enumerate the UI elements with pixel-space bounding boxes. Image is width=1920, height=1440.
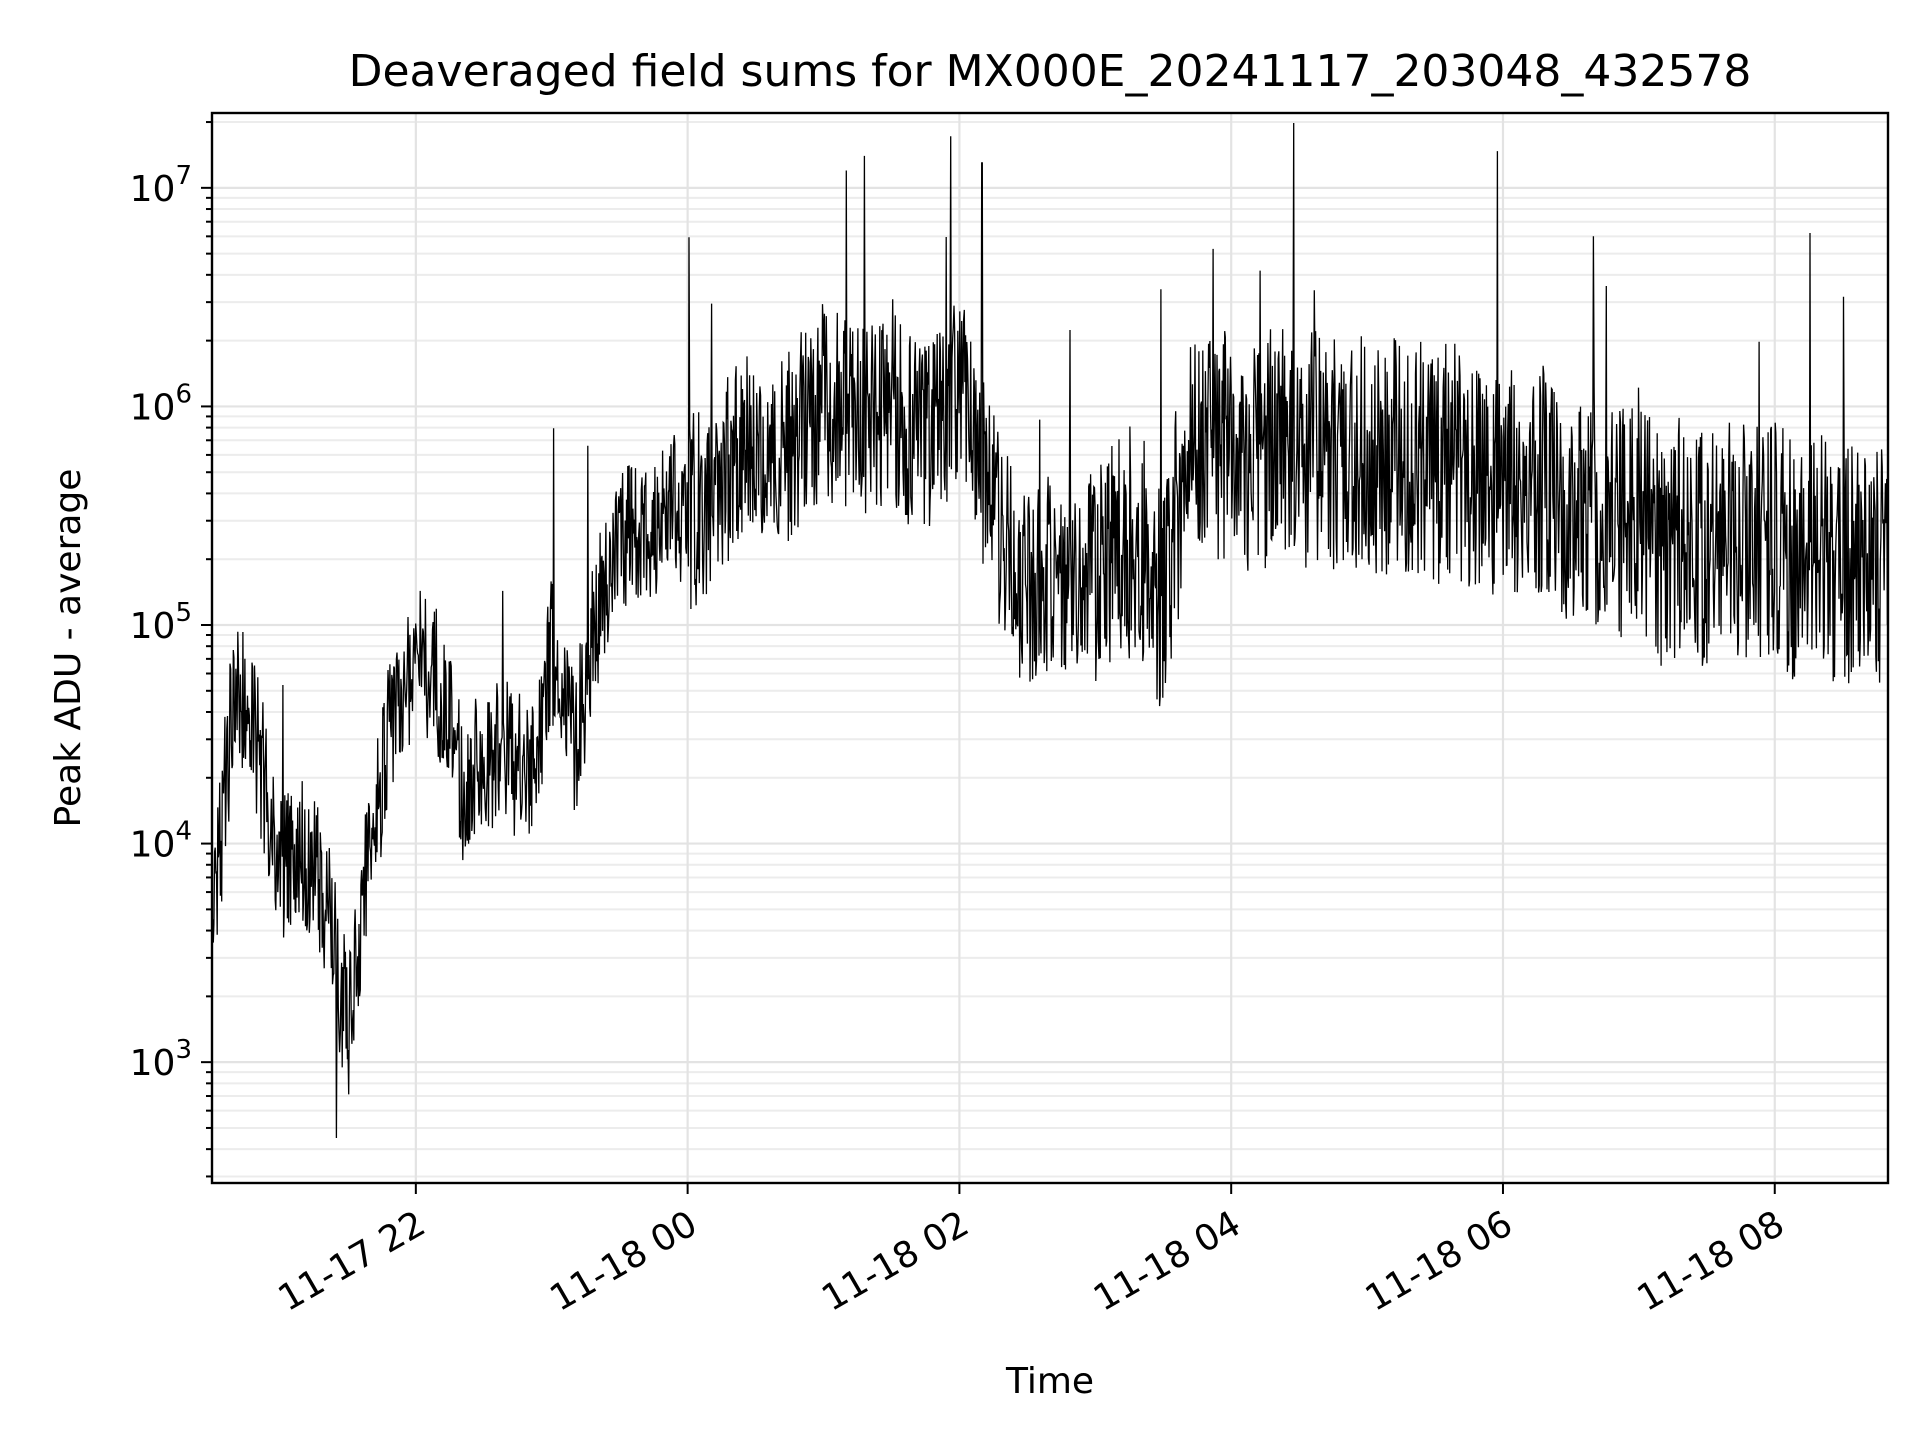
plot-frame	[210, 111, 1890, 1185]
x-tick-label: 11-18 08	[1631, 1203, 1792, 1319]
x-tick-label: 11-17 22	[272, 1203, 433, 1319]
x-tick-label: 11-18 04	[1087, 1203, 1248, 1319]
y-tick-label: 104	[130, 817, 192, 866]
x-axis-label: Time	[1005, 1361, 1094, 1402]
x-tick-label: 11-18 00	[543, 1203, 704, 1319]
y-tick-label: 107	[130, 161, 192, 210]
y-tick-label: 106	[130, 379, 192, 428]
x-axis: 11-17 22 11-18 00 11-18 02 11-18 04 11-18 06…	[272, 1183, 1792, 1320]
y-axis-label: Peak ADU - average	[48, 469, 89, 828]
y-tick-label: 105	[130, 598, 192, 647]
chart-title: Deaveraged field sums for MX000E_2024111…	[349, 46, 1752, 97]
x-tick-label: 11-18 06	[1359, 1203, 1520, 1319]
series-line	[211, 122, 1889, 1139]
x-tick-label: 11-18 02	[815, 1203, 976, 1319]
y-tick-label: 103	[130, 1035, 192, 1084]
y-axis: 103 104 105 106 107	[130, 121, 212, 1178]
grid	[212, 113, 1888, 1183]
